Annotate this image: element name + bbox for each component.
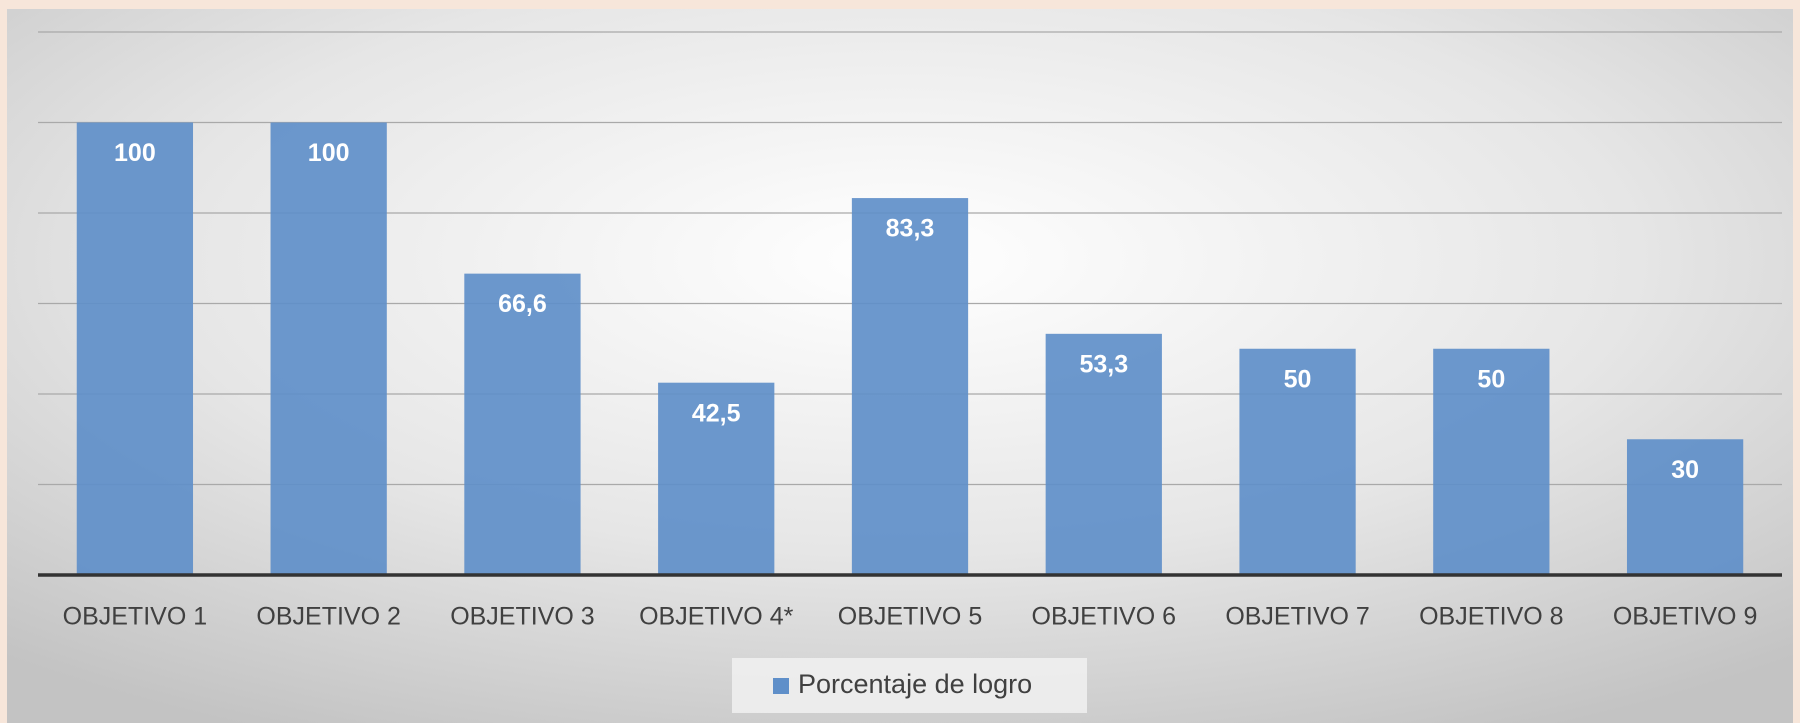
bar xyxy=(1045,333,1162,575)
x-tick-label: OBJETIVO 9 xyxy=(1613,603,1757,631)
x-tick-label: OBJETIVO 2 xyxy=(256,603,400,631)
x-tick-label: OBJETIVO 1 xyxy=(63,603,207,631)
data-label: 100 xyxy=(308,139,350,167)
data-label: 83,3 xyxy=(886,215,935,243)
bar xyxy=(1239,348,1356,575)
legend-box xyxy=(732,658,1087,713)
data-label: 50 xyxy=(1477,365,1505,393)
x-tick-label: OBJETIVO 6 xyxy=(1032,603,1176,631)
bar xyxy=(76,122,194,575)
x-tick-label: OBJETIVO 3 xyxy=(450,603,594,631)
data-label: 50 xyxy=(1284,365,1312,393)
legend-label: Porcentaje de logro xyxy=(798,669,1032,699)
x-tick-label: OBJETIVO 4* xyxy=(639,603,793,631)
x-tick-label: OBJETIVO 5 xyxy=(838,603,982,631)
legend-swatch xyxy=(773,678,789,694)
data-label: 30 xyxy=(1671,456,1699,484)
x-tick-label: OBJETIVO 7 xyxy=(1225,603,1369,631)
data-label: 66,6 xyxy=(498,290,547,318)
bar xyxy=(270,122,387,575)
bar xyxy=(464,273,581,575)
x-tick-label: OBJETIVO 8 xyxy=(1419,603,1563,631)
bar xyxy=(658,382,775,575)
data-label: 42,5 xyxy=(692,399,741,427)
bar xyxy=(851,198,969,575)
data-label: 100 xyxy=(114,139,156,167)
bar xyxy=(1626,439,1744,575)
bar xyxy=(1433,348,1550,575)
data-label: 53,3 xyxy=(1079,350,1128,378)
